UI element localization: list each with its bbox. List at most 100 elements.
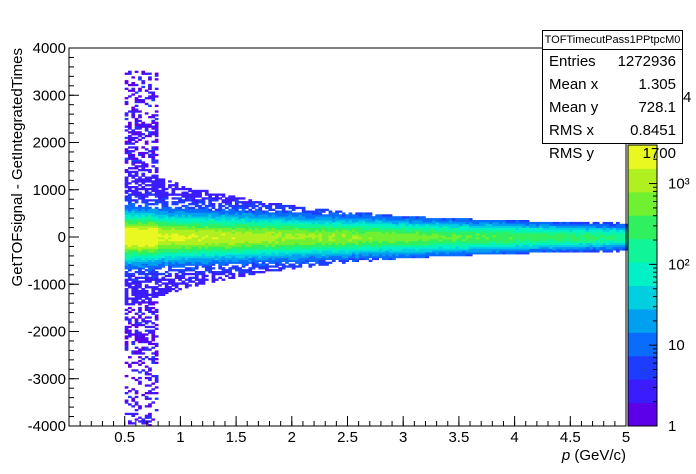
heatmap-cell [245,250,249,253]
heatmap-cell [151,237,156,240]
heatmap-cell [245,216,249,219]
heatmap-cell [204,214,209,217]
heatmap-cell [214,252,219,255]
heatmap-cell [144,254,149,257]
z-tick-label: 10³ [668,176,690,193]
heatmap-cell [271,252,276,255]
heatmap-cell [131,191,136,194]
heatmap-cell [532,242,537,245]
heatmap-cell [565,223,570,227]
heatmap-cell [468,238,473,242]
heatmap-cell [605,240,610,244]
heatmap-cell [151,223,156,227]
heatmap-cell [171,242,176,245]
heatmap-cell [161,216,166,219]
heatmap-cell [174,210,179,213]
heatmap-cell [231,221,236,225]
heatmap-cell [251,235,256,238]
heatmap-cell [555,246,560,249]
heatmap-cell [545,248,550,251]
heatmap-cell [258,263,263,266]
heatmap-cell [221,195,226,198]
heatmap-cell [555,229,560,232]
heatmap-cell [138,159,142,162]
heatmap-cell [482,225,486,228]
heatmap-cell [128,306,132,310]
heatmap-cell [375,218,379,221]
heatmap-cell [352,235,356,238]
heatmap-cell [422,229,426,232]
heatmap-cell [502,233,506,236]
heatmap-cell [151,259,156,262]
heatmap-cell [138,123,142,126]
heatmap-cell [398,218,403,221]
heatmap-cell [161,214,166,217]
heatmap-cell [251,223,256,227]
heatmap-cell [248,252,253,255]
heatmap-cell [311,248,316,251]
heatmap-cell [579,223,583,227]
heatmap-cell [231,197,236,200]
heatmap-cell [378,254,383,257]
heatmap-cell [124,227,129,230]
heatmap-cell [572,238,577,242]
heatmap-cell [355,252,359,255]
heatmap-cell [619,235,623,238]
heatmap-cell [128,284,132,287]
heatmap-cell [144,337,149,340]
heatmap-cell [378,225,383,228]
heatmap-cell [301,206,306,210]
heatmap-cell [161,289,166,293]
heatmap-cell [161,225,166,228]
heatmap-cell [575,244,580,247]
heatmap-cell [575,227,580,230]
heatmap-cell [184,261,189,264]
heatmap-cell [325,225,329,228]
heatmap-cell [505,240,510,244]
heatmap-cell [285,214,289,217]
heatmap-cell [134,286,139,289]
heatmap-cell [204,233,209,236]
heatmap-cell [138,176,142,179]
heatmap-cell [154,208,159,211]
heatmap-cell [128,225,132,228]
heatmap-cell [178,220,182,223]
heatmap-cell [412,235,416,238]
heatmap-cell [138,416,142,419]
heatmap-cell [378,227,383,230]
heatmap-cell [144,195,149,198]
heatmap-cell [545,244,550,247]
heatmap-cell [144,280,149,283]
heatmap-cell [134,235,139,238]
heatmap-cell [265,231,269,234]
heatmap-cell [141,361,146,364]
heatmap-cell [335,218,339,221]
heatmap-cell [442,246,446,249]
heatmap-cell [178,282,182,285]
heatmap-cell [178,229,182,232]
heatmap-cell [154,104,159,107]
heatmap-cell [355,218,359,221]
heatmap-cell [438,240,443,244]
heatmap-cell [144,193,149,196]
heatmap-cell [519,244,523,247]
heatmap-cell [338,255,343,259]
heatmap-cell [241,235,246,238]
heatmap-cell [472,223,476,227]
heatmap-cell [164,197,169,200]
heatmap-cell [238,225,242,228]
heatmap-cell [275,240,279,244]
heatmap-cell [158,231,162,234]
heatmap-cell [124,208,129,211]
heatmap-cell [198,255,202,259]
heatmap-cell [138,184,142,187]
heatmap-cell [161,265,166,268]
heatmap-cell [238,252,242,255]
z-scale-band [628,238,657,263]
heatmap-cell [148,331,152,334]
heatmap-cell [392,250,396,253]
heatmap-cell [174,289,179,293]
heatmap-cell [138,125,142,128]
heatmap-cell [154,178,159,181]
heatmap-cell [589,244,593,247]
